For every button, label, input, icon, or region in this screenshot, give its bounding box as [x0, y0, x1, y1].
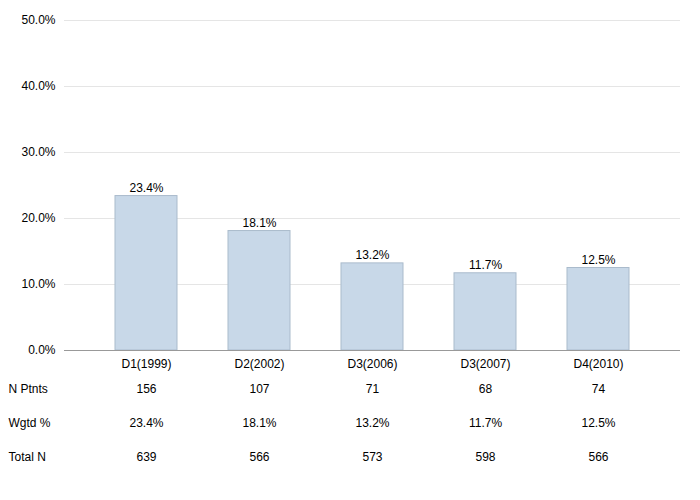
svg-text:13.2%: 13.2%	[355, 416, 389, 430]
svg-text:D4(2010): D4(2010)	[573, 357, 623, 371]
svg-text:18.1%: 18.1%	[242, 216, 276, 230]
svg-text:Total N: Total N	[9, 450, 46, 464]
svg-text:71: 71	[366, 382, 380, 396]
svg-text:10.0%: 10.0%	[21, 277, 55, 291]
svg-text:23.4%: 23.4%	[129, 416, 163, 430]
svg-text:74: 74	[592, 382, 606, 396]
svg-text:40.0%: 40.0%	[21, 79, 55, 93]
svg-text:566: 566	[249, 450, 269, 464]
svg-text:N Ptnts: N Ptnts	[9, 382, 48, 396]
svg-text:0.0%: 0.0%	[28, 343, 56, 357]
svg-text:12.5%: 12.5%	[581, 416, 615, 430]
svg-text:D1(1999): D1(1999)	[121, 357, 171, 371]
svg-text:573: 573	[362, 450, 382, 464]
svg-text:Wgtd %: Wgtd %	[9, 416, 51, 430]
svg-text:566: 566	[588, 450, 608, 464]
svg-text:13.2%: 13.2%	[355, 248, 389, 262]
svg-text:639: 639	[136, 450, 156, 464]
svg-text:18.1%: 18.1%	[242, 416, 276, 430]
svg-text:598: 598	[475, 450, 495, 464]
svg-text:20.0%: 20.0%	[21, 211, 55, 225]
svg-text:11.7%: 11.7%	[469, 416, 502, 430]
svg-text:D2(2002): D2(2002)	[234, 357, 284, 371]
svg-text:D3(2006): D3(2006)	[347, 357, 397, 371]
svg-text:12.5%: 12.5%	[581, 253, 615, 267]
svg-text:23.4%: 23.4%	[129, 181, 163, 195]
svg-text:D3(2007): D3(2007)	[460, 357, 510, 371]
svg-text:11.7%: 11.7%	[469, 258, 502, 272]
svg-text:30.0%: 30.0%	[21, 145, 55, 159]
svg-text:68: 68	[479, 382, 493, 396]
svg-text:107: 107	[249, 382, 269, 396]
svg-text:50.0%: 50.0%	[21, 13, 55, 27]
svg-text:156: 156	[136, 382, 156, 396]
